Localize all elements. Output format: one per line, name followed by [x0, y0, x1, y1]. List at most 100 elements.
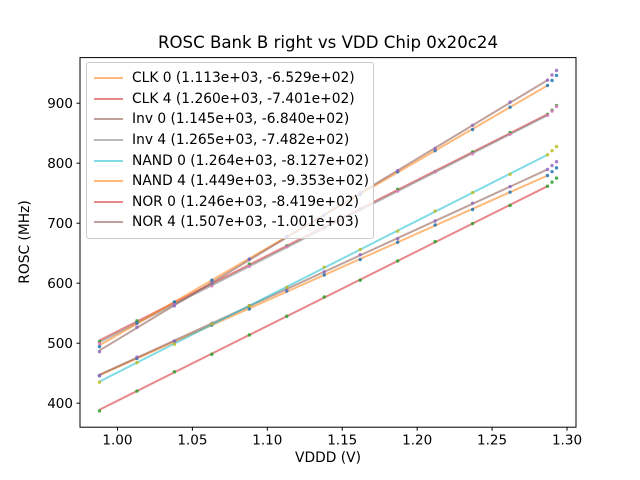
legend-line-swatch — [94, 221, 123, 224]
legend-row-nor-0: NOR 0 (1.246e+03, -8.419e+02) — [94, 192, 365, 213]
data-point-clk-0 — [550, 169, 554, 174]
data-point-inv-4 — [554, 104, 559, 109]
legend-line-swatch — [94, 180, 123, 183]
data-point-inv-0 — [358, 253, 362, 257]
data-point-nor-4 — [470, 123, 475, 127]
data-point-clk-0 — [358, 257, 362, 262]
legend-line-swatch — [94, 200, 123, 203]
data-point-nand-4 — [210, 278, 214, 282]
data-point-inv-0 — [470, 201, 475, 205]
data-point-inv-4 — [550, 109, 554, 113]
x-tick-label: 1.25 — [477, 433, 507, 449]
data-point-nand-0 — [550, 148, 554, 153]
data-point-inv-0 — [433, 219, 437, 223]
legend-label: CLK 4 (1.260e+03, -7.401e+02) — [132, 90, 355, 107]
data-point-inv-0 — [172, 339, 177, 343]
legend-row-nand-4: NAND 4 (1.449e+03, -9.353e+02) — [94, 171, 369, 192]
legend-label: NOR 4 (1.507e+03, -1.001e+03) — [132, 214, 360, 231]
legend-line-swatch — [94, 159, 123, 162]
legend-row-inv-4: Inv 4 (1.265e+03, -7.482e+02) — [94, 130, 365, 151]
data-point-nand-0 — [508, 172, 512, 176]
data-point-inv-0 — [545, 167, 550, 172]
legend-row-inv-0: Inv 0 (1.145e+03, -6.840e+02) — [94, 109, 365, 130]
x-tick-label: 1.15 — [327, 433, 357, 449]
data-point-inv-4 — [470, 152, 475, 156]
legend-label: NOR 0 (1.246e+03, -8.419e+02) — [132, 193, 360, 210]
legend-label: NAND 0 (1.264e+03, -8.127e+02) — [132, 152, 369, 169]
x-axis-label: VDDD (V) — [295, 450, 361, 466]
data-point-nor-0 — [395, 259, 400, 263]
legend-label: Inv 0 (1.145e+03, -6.840e+02) — [132, 111, 350, 128]
data-point-nor-4 — [247, 257, 252, 262]
data-point-nor-4 — [508, 100, 512, 104]
data-point-clk-0 — [554, 166, 559, 170]
legend-label: NAND 4 (1.449e+03, -9.353e+02) — [132, 173, 369, 190]
x-tick-label: 1.00 — [102, 433, 132, 449]
y-tick-label: 700 — [47, 216, 73, 232]
data-point-nand-4 — [97, 344, 102, 349]
data-point-inv-0 — [395, 237, 400, 241]
x-tick-label: 1.30 — [552, 433, 582, 449]
data-point-inv-0 — [135, 355, 139, 359]
data-point-inv-4 — [97, 341, 102, 346]
data-point-inv-0 — [554, 160, 559, 164]
data-point-inv-4 — [247, 264, 252, 269]
data-point-nand-0 — [97, 380, 102, 384]
y-tick-label: 400 — [47, 396, 73, 412]
legend-row-nand-0: NAND 0 (1.264e+03, -8.127e+02) — [94, 150, 369, 171]
data-point-inv-0 — [322, 270, 326, 274]
data-point-inv-4 — [508, 132, 512, 136]
x-tick-label: 1.05 — [177, 433, 207, 449]
data-point-nand-4 — [550, 78, 554, 83]
data-point-clk-0 — [545, 173, 550, 178]
data-point-nor-4 — [395, 168, 400, 173]
data-point-inv-4 — [285, 245, 289, 249]
data-point-clk-0 — [247, 307, 252, 311]
data-point-nand-0 — [135, 360, 139, 365]
data-point-nand-0 — [322, 265, 326, 269]
data-point-nor-0 — [508, 203, 512, 208]
data-point-clk-0 — [433, 223, 437, 227]
data-point-nand-0 — [210, 322, 214, 326]
data-point-nor-0 — [545, 184, 550, 188]
data-point-nor-0 — [358, 278, 362, 282]
data-point-nor-4 — [550, 73, 554, 77]
data-point-clk-0 — [470, 207, 475, 212]
data-point-nor-0 — [210, 352, 214, 356]
legend-line-swatch — [94, 77, 123, 80]
data-point-nand-0 — [172, 342, 177, 346]
data-point-nand-4 — [135, 321, 139, 325]
data-point-nand-0 — [358, 247, 362, 252]
data-point-nand-4 — [545, 83, 550, 88]
data-point-inv-0 — [550, 163, 554, 168]
data-point-nor-0 — [433, 239, 437, 244]
data-point-nand-4 — [554, 73, 559, 78]
legend-line-swatch — [94, 118, 123, 121]
y-tick-label: 900 — [47, 96, 73, 112]
legend: CLK 0 (1.113e+03, -6.529e+02) CLK 4 (1.26… — [86, 62, 374, 239]
legend-row-nor-4: NOR 4 (1.507e+03, -1.001e+03) — [94, 212, 365, 233]
y-tick-label: 800 — [47, 156, 73, 172]
data-point-nor-0 — [172, 370, 177, 374]
x-tick-label: 1.20 — [402, 433, 432, 449]
legend-label: CLK 0 (1.113e+03, -6.529e+02) — [132, 70, 355, 87]
data-point-clk-0 — [508, 190, 512, 194]
data-point-inv-0 — [508, 184, 512, 189]
data-point-nand-0 — [470, 190, 475, 195]
data-point-nand-4 — [172, 300, 177, 304]
data-point-inv-4 — [433, 169, 437, 174]
data-point-nor-0 — [97, 409, 102, 413]
data-point-nand-0 — [285, 285, 289, 290]
data-point-nor-0 — [322, 295, 326, 299]
data-point-inv-4 — [545, 113, 550, 117]
y-tick-label: 500 — [47, 336, 73, 352]
data-point-nor-4 — [210, 280, 214, 285]
data-point-nand-4 — [470, 127, 475, 132]
data-point-nand-0 — [545, 153, 550, 157]
data-point-nand-0 — [247, 304, 252, 308]
legend-label: Inv 4 (1.265e+03, -7.482e+02) — [132, 132, 350, 149]
data-point-inv-4 — [395, 189, 400, 193]
legend-line-swatch — [94, 97, 123, 100]
x-tick-label: 1.10 — [252, 433, 282, 449]
